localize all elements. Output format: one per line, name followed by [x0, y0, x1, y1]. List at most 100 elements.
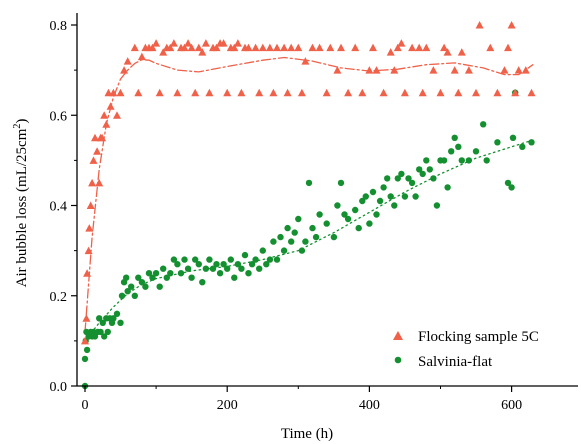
circle-point	[323, 220, 330, 227]
circle-point	[480, 121, 487, 128]
x-axis-label: Time (h)	[281, 426, 333, 442]
circle-point	[509, 134, 517, 141]
triangle-point	[269, 88, 278, 97]
triangle-point	[212, 43, 221, 52]
triangle-point	[504, 43, 512, 52]
circle-point	[344, 215, 352, 223]
x-tick-label: 400	[359, 398, 380, 413]
circle-point	[181, 256, 188, 263]
triangle-point	[237, 88, 246, 97]
triangle-point	[155, 88, 164, 97]
circle-point	[96, 315, 103, 322]
triangle-point	[102, 120, 111, 128]
circle-point	[252, 256, 259, 263]
x-tick-label: 200	[217, 398, 238, 413]
triangle-point	[337, 43, 345, 52]
triangle-point	[344, 88, 353, 97]
circle-point	[123, 274, 130, 281]
triangle-point	[88, 178, 97, 187]
data-points	[81, 21, 536, 390]
triangle-point	[287, 43, 296, 52]
circle-point	[448, 148, 455, 155]
circle-point	[195, 261, 202, 268]
circle-point	[387, 193, 394, 200]
y-tick-label: 0.2	[50, 290, 68, 305]
circle-point	[149, 274, 156, 281]
circle-point	[117, 319, 124, 326]
triangle-point	[436, 88, 445, 97]
triangle-point	[251, 43, 260, 52]
triangle-point	[148, 43, 157, 52]
triangle-point	[486, 43, 495, 52]
triangle-point	[123, 57, 132, 65]
circle-point	[110, 315, 117, 322]
circle-point	[259, 247, 266, 254]
triangle-point	[152, 39, 161, 47]
y-axis-label: Air bubble loss (mL/25cm2)	[12, 119, 30, 288]
legend-circle-marker	[394, 356, 402, 364]
triangle-point	[297, 88, 306, 97]
triangle-point	[98, 133, 107, 142]
circle-point	[145, 270, 153, 277]
circle-point	[118, 292, 126, 299]
circle-point	[298, 247, 306, 254]
legend: Flocking sample 5C Salvinia-flat	[393, 329, 539, 370]
triangle-point	[507, 21, 516, 29]
triangle-point	[351, 43, 360, 52]
triangle-point	[408, 43, 417, 52]
circle-point	[430, 175, 437, 182]
triangle-point	[365, 66, 374, 74]
triangle-point	[454, 88, 463, 97]
triangle-point	[493, 88, 502, 97]
circle-point	[238, 265, 245, 272]
triangle-point	[191, 88, 200, 97]
circle-point	[426, 166, 433, 173]
circle-point	[359, 197, 366, 205]
triangle-point	[379, 88, 388, 97]
circle-point	[99, 319, 107, 326]
triangle-point	[134, 88, 143, 97]
triangle-point	[418, 88, 427, 97]
triangle-point	[273, 43, 281, 52]
circle-point	[309, 224, 316, 232]
circle-point	[440, 157, 448, 164]
triangle-point	[120, 66, 129, 74]
triangle-point	[100, 111, 109, 119]
circle-point	[295, 215, 302, 223]
circle-point	[170, 256, 178, 263]
triangle-point	[326, 43, 335, 52]
circle-point	[174, 261, 181, 268]
triangle-point	[283, 88, 292, 97]
circle-point	[391, 202, 398, 209]
circle-point	[234, 261, 242, 268]
triangle-point	[280, 43, 289, 52]
triangle-point	[308, 43, 317, 52]
y-tick-label: 0.6	[50, 109, 68, 124]
triangle-point	[393, 43, 402, 52]
triangle-point	[415, 43, 424, 52]
circle-point	[248, 261, 256, 268]
triangle-point	[475, 21, 484, 29]
triangle-point	[205, 88, 214, 97]
circle-point	[192, 256, 199, 263]
y-axis-label-superscript: 2	[12, 124, 23, 129]
circle-point	[277, 233, 284, 241]
circle-point	[284, 224, 291, 232]
circle-point	[401, 193, 409, 200]
triangle-point	[86, 201, 95, 209]
triangle-point	[294, 43, 303, 52]
triangle-point	[159, 48, 168, 56]
triangle-point	[521, 66, 530, 74]
triangle-point	[116, 88, 125, 97]
triangle-point	[369, 43, 377, 52]
circle-point	[177, 270, 185, 277]
circle-point	[376, 197, 384, 205]
x-tick-label: 0	[82, 398, 89, 413]
circle-point	[451, 134, 458, 141]
fit-curve-flocking	[84, 56, 534, 333]
circle-point	[352, 206, 359, 214]
circle-point	[465, 157, 473, 164]
circle-point	[362, 193, 369, 200]
triangle-point	[386, 48, 395, 56]
circle-point	[135, 274, 142, 281]
